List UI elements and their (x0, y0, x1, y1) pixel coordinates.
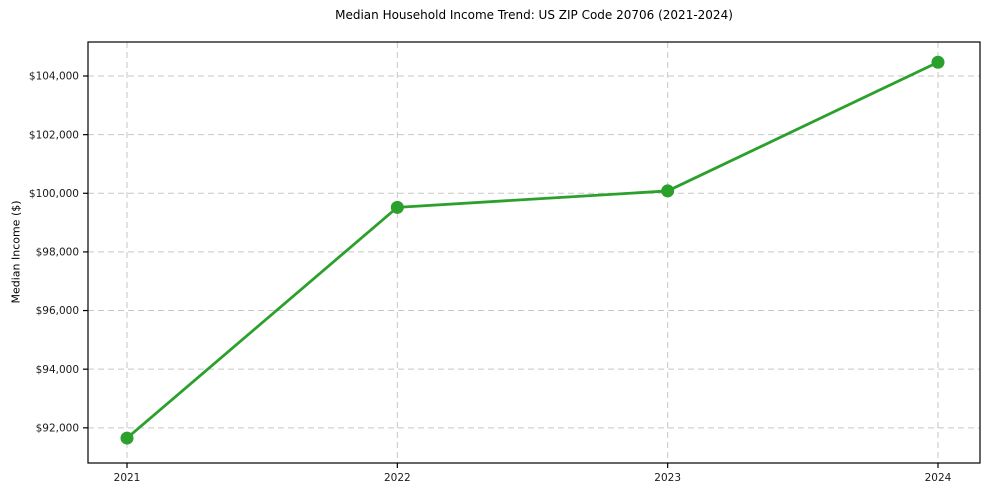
income-trend-line (125, 60, 940, 440)
y-tick-label: $98,000 (36, 247, 79, 259)
y-tick-label: $92,000 (36, 422, 79, 434)
y-tick-label: $102,000 (29, 129, 79, 141)
y-tick-label: $100,000 (29, 188, 79, 200)
x-tick-label: 2022 (384, 472, 411, 484)
y-tick-label: $94,000 (36, 364, 79, 376)
data-point-2023 (661, 184, 675, 198)
plot-frame (87, 41, 981, 464)
data-point-2021 (120, 431, 134, 445)
chart-title: Median Household Income Trend: US ZIP Co… (335, 8, 733, 22)
y-tick-label: $104,000 (29, 71, 79, 83)
y-tick-label: $96,000 (36, 305, 79, 317)
data-point-2022 (390, 200, 404, 214)
x-tick-label: 2024 (925, 472, 952, 484)
x-tick-label: 2021 (114, 472, 141, 484)
x-tick-label: 2023 (654, 472, 681, 484)
data-point-2024 (931, 55, 945, 69)
